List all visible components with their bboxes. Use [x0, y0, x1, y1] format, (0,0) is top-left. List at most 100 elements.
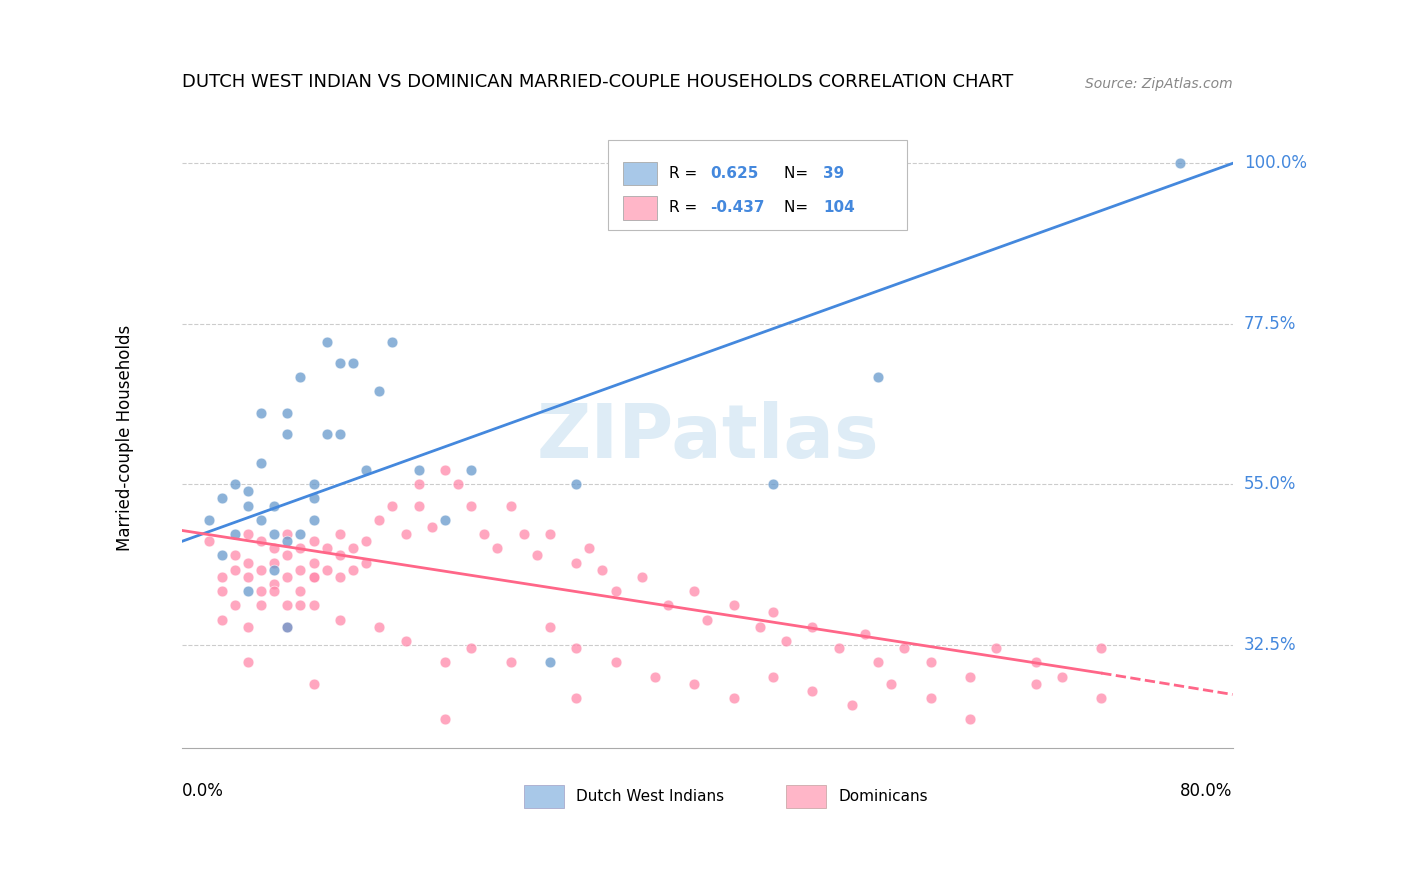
Point	[329, 613, 352, 627]
Point	[920, 656, 942, 670]
Point	[433, 463, 456, 477]
Point	[868, 656, 890, 670]
Text: -0.437: -0.437	[710, 200, 765, 215]
Point	[538, 656, 561, 670]
Point	[354, 534, 377, 549]
Point	[723, 599, 745, 613]
Point	[447, 477, 470, 491]
Point	[342, 356, 364, 370]
Point	[315, 541, 337, 556]
Point	[565, 556, 588, 570]
Point	[394, 527, 416, 541]
Text: Dominicans: Dominicans	[839, 789, 928, 804]
Point	[263, 563, 285, 577]
Point	[657, 599, 679, 613]
Point	[315, 334, 337, 349]
Point	[605, 584, 627, 599]
Point	[302, 599, 325, 613]
Point	[224, 527, 246, 541]
Point	[236, 527, 259, 541]
Point	[211, 570, 233, 584]
Point	[342, 563, 364, 577]
Text: R =: R =	[669, 200, 702, 215]
Text: 32.5%: 32.5%	[1244, 636, 1296, 654]
FancyBboxPatch shape	[607, 140, 907, 230]
Point	[329, 570, 352, 584]
Point	[433, 713, 456, 727]
Point	[486, 541, 509, 556]
Text: 80.0%: 80.0%	[1180, 782, 1233, 800]
Point	[276, 427, 298, 442]
Point	[460, 641, 482, 656]
Point	[329, 356, 352, 370]
Point	[986, 641, 1008, 656]
Point	[762, 477, 785, 491]
Point	[263, 527, 285, 541]
Point	[354, 463, 377, 477]
Point	[880, 677, 903, 691]
Point	[302, 477, 325, 491]
Point	[644, 670, 666, 684]
Point	[801, 620, 824, 634]
Point	[959, 670, 981, 684]
Point	[420, 520, 443, 534]
Point	[801, 684, 824, 698]
Point	[354, 556, 377, 570]
Point	[236, 620, 259, 634]
Point	[263, 499, 285, 513]
Point	[236, 556, 259, 570]
Point	[276, 549, 298, 563]
Point	[605, 656, 627, 670]
Point	[394, 634, 416, 648]
Text: 39: 39	[823, 166, 844, 181]
Point	[276, 620, 298, 634]
Point	[696, 613, 718, 627]
Point	[1050, 670, 1073, 684]
Point	[683, 584, 706, 599]
FancyBboxPatch shape	[786, 785, 827, 808]
Point	[460, 499, 482, 513]
Text: 104: 104	[823, 200, 855, 215]
Point	[250, 563, 273, 577]
Text: 100.0%: 100.0%	[1244, 154, 1306, 172]
Point	[433, 513, 456, 527]
Point	[290, 370, 312, 384]
Point	[224, 477, 246, 491]
Text: ZIPatlas: ZIPatlas	[536, 401, 879, 475]
Point	[408, 499, 430, 513]
Point	[368, 620, 391, 634]
Point	[762, 670, 785, 684]
Point	[250, 406, 273, 420]
Point	[250, 599, 273, 613]
Point	[472, 527, 495, 541]
Point	[329, 549, 352, 563]
Point	[211, 491, 233, 506]
Point	[959, 713, 981, 727]
Point	[290, 541, 312, 556]
Point	[263, 556, 285, 570]
Point	[315, 427, 337, 442]
Point	[565, 477, 588, 491]
Point	[408, 477, 430, 491]
Point	[263, 577, 285, 591]
Point	[775, 634, 797, 648]
Point	[224, 599, 246, 613]
Point	[329, 427, 352, 442]
Point	[1168, 156, 1191, 170]
Point	[1090, 641, 1112, 656]
Point	[499, 656, 522, 670]
Point	[591, 563, 613, 577]
Point	[368, 384, 391, 399]
Point	[236, 656, 259, 670]
Point	[211, 613, 233, 627]
Point	[263, 584, 285, 599]
Point	[276, 406, 298, 420]
Point	[250, 513, 273, 527]
Point	[302, 570, 325, 584]
Point	[381, 334, 404, 349]
Point	[276, 620, 298, 634]
Point	[368, 513, 391, 527]
Point	[290, 563, 312, 577]
Point	[315, 563, 337, 577]
Point	[236, 484, 259, 499]
